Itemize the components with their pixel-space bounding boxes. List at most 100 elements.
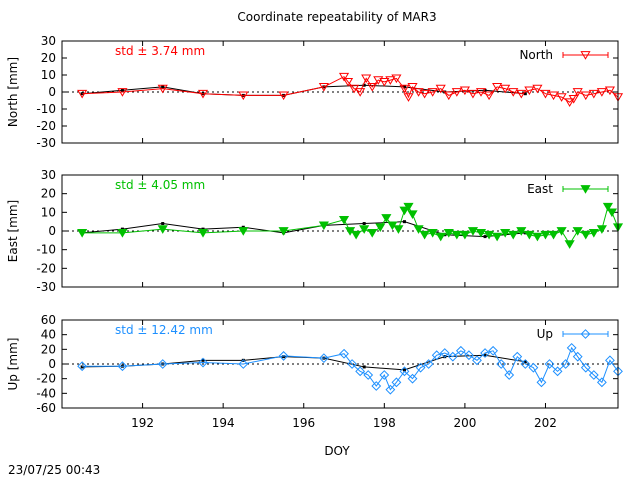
data-point-up [566, 342, 577, 353]
data-point-up [391, 377, 402, 388]
data-point-up [447, 351, 458, 362]
data-point-east [338, 215, 350, 225]
data-point-up [480, 348, 490, 358]
data-point-east [580, 230, 591, 240]
data-point-east [602, 202, 614, 212]
x-axis-label: DOY [324, 444, 350, 458]
data-point-north [483, 91, 495, 101]
data-point-up [596, 377, 607, 388]
data-point-north [361, 74, 372, 84]
data-point-up [580, 362, 591, 373]
data-point-up [379, 370, 390, 380]
data-point-up [77, 361, 88, 372]
legend-marker [580, 329, 591, 339]
data-point-east [606, 208, 618, 218]
data-point-north [443, 91, 454, 101]
data-point-up [415, 362, 426, 373]
legend-marker [580, 185, 591, 194]
data-point-north [373, 76, 384, 85]
data-point-north [580, 91, 591, 101]
data-point-up [318, 353, 329, 364]
legend-label: East [527, 182, 553, 196]
chart-title: Coordinate repeatability of MAR3 [237, 10, 436, 24]
y-tick-label: 20 [41, 51, 56, 65]
y-tick-label: -30 [36, 136, 56, 150]
data-point-up [407, 373, 418, 384]
legend-label: Up [537, 327, 553, 341]
data-point-east [588, 229, 599, 238]
daily-solution-point [80, 365, 84, 369]
data-point-east [407, 210, 418, 219]
data-point-up [238, 359, 249, 369]
data-point-north [540, 89, 551, 99]
data-point-north [399, 84, 410, 94]
data-point-east [435, 232, 446, 242]
data-point-east [556, 227, 567, 236]
data-point-up [605, 355, 615, 366]
data-point-east [413, 225, 424, 234]
data-point-east [451, 230, 462, 240]
daily-solution-point [483, 235, 487, 239]
data-point-north [385, 76, 396, 85]
data-point-north [338, 72, 350, 82]
daily-solution-point [362, 222, 366, 226]
data-point-north [556, 93, 567, 102]
data-point-north [516, 89, 527, 99]
data-point-north [427, 88, 438, 97]
data-point-east [524, 230, 535, 240]
data-point-up [588, 370, 599, 380]
data-point-north [342, 77, 354, 87]
data-point-north [475, 88, 487, 97]
x-tick-label: 200 [453, 416, 476, 430]
data-point-east [467, 227, 479, 236]
y-tick-label: 20 [41, 187, 56, 201]
plot-frame [61, 40, 619, 144]
data-point-up [439, 348, 450, 358]
x-tick-label: 198 [373, 416, 396, 430]
x-tick-label: 196 [292, 416, 315, 430]
y-tick-label: 10 [41, 205, 56, 219]
panel-north: -30 -20 -10 0 10 20 30 North [mm] std ± 3.74 mm N… [6, 34, 624, 150]
y-tick-label: -30 [36, 280, 56, 294]
data-point-north [435, 84, 446, 94]
data-point-up [544, 359, 555, 369]
y-tick-label: 30 [41, 168, 56, 182]
data-point-east [318, 221, 329, 231]
data-point-north [467, 89, 479, 99]
y-axis-label: Up [mm] [6, 338, 20, 391]
y-tick-label: 30 [41, 34, 56, 48]
data-point-up [552, 366, 563, 377]
data-point-up [117, 361, 128, 372]
data-point-east [351, 230, 362, 240]
data-point-east [572, 227, 583, 236]
y-tick-label: -20 [36, 372, 56, 386]
data-point-north [391, 74, 402, 84]
data-point-north [278, 91, 289, 101]
daily-solution-point [362, 83, 366, 87]
data-point-up [157, 359, 168, 369]
data-point-up [347, 359, 357, 369]
data-point-north [604, 86, 616, 96]
daily-solution-point [120, 88, 124, 92]
y-tick-label: 40 [41, 328, 56, 342]
data-point-east [516, 227, 527, 236]
std-annotation: std ± 4.05 mm [115, 178, 205, 192]
data-point-north [492, 83, 503, 92]
y-tick-label: -60 [36, 401, 56, 415]
daily-solution-point [402, 368, 406, 372]
data-point-up [371, 381, 382, 391]
data-point-east [399, 206, 410, 216]
data-point-north [508, 88, 519, 97]
data-point-north [572, 88, 583, 97]
data-point-east [157, 225, 168, 234]
data-point-north [413, 88, 424, 97]
data-point-north [379, 77, 390, 87]
y-tick-label: -10 [36, 243, 56, 257]
daily-solution-point [523, 360, 527, 364]
daily-solution-point [282, 355, 286, 359]
data-point-north [588, 89, 599, 99]
daily-solution-point [161, 85, 165, 89]
y-tick-label: 60 [41, 313, 56, 327]
